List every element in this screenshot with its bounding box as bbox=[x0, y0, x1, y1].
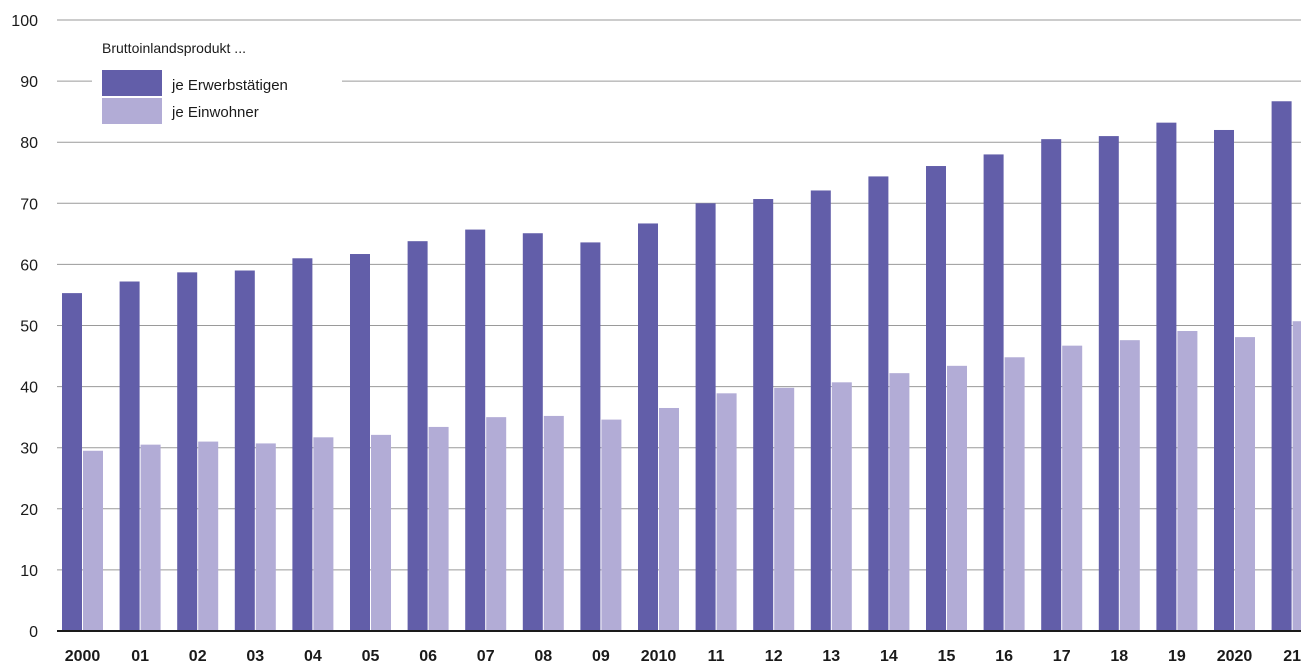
legend: Bruttoinlandsprodukt ... je Erwerbstätig… bbox=[92, 30, 342, 130]
bar-erwerbstaetigen bbox=[292, 258, 313, 631]
bar-erwerbstaetigen bbox=[119, 281, 140, 631]
x-tick-label: 2010 bbox=[641, 648, 677, 664]
y-tick-label: 10 bbox=[20, 563, 38, 580]
bar-einwohner bbox=[659, 407, 679, 631]
x-tick-label: 19 bbox=[1168, 648, 1186, 664]
bar-erwerbstaetigen bbox=[926, 166, 946, 632]
legend-swatch-erwerbstaetigen bbox=[102, 70, 162, 96]
bar-erwerbstaetigen bbox=[522, 233, 543, 631]
bar-einwohner bbox=[601, 419, 622, 631]
bar-einwohner bbox=[255, 443, 276, 631]
bar-erwerbstaetigen bbox=[983, 154, 1004, 632]
x-tick-label: 15 bbox=[938, 648, 956, 664]
x-tick-label: 16 bbox=[995, 648, 1013, 664]
bar-einwohner bbox=[889, 373, 910, 631]
bar-erwerbstaetigen bbox=[407, 241, 428, 631]
x-tick-label: 02 bbox=[189, 648, 207, 664]
bar-einwohner bbox=[831, 382, 852, 631]
x-tick-label: 12 bbox=[765, 648, 783, 664]
bar-erwerbstaetigen bbox=[1271, 101, 1292, 631]
legend-title: Bruttoinlandsprodukt ... bbox=[102, 40, 246, 56]
x-tick-label: 06 bbox=[419, 648, 437, 664]
x-tick-label: 17 bbox=[1053, 648, 1071, 664]
bar-einwohner bbox=[140, 444, 161, 631]
bar-erwerbstaetigen bbox=[810, 190, 831, 631]
bar-einwohner bbox=[1292, 321, 1301, 631]
bar-einwohner bbox=[774, 387, 795, 631]
legend-label-erwerbstaetigen: je Erwerbstätigen bbox=[171, 77, 288, 94]
legend-swatch-einwohner bbox=[102, 98, 162, 124]
bar-einwohner bbox=[1177, 330, 1198, 631]
bar-einwohner bbox=[486, 417, 507, 631]
legend-label-einwohner: je Einwohner bbox=[171, 104, 259, 121]
bar-einwohner bbox=[83, 450, 103, 631]
x-tick-label: 05 bbox=[362, 648, 380, 664]
bar-einwohner bbox=[1004, 357, 1025, 631]
bar-einwohner bbox=[543, 415, 564, 631]
bar-erwerbstaetigen bbox=[753, 199, 774, 631]
x-tick-label: 08 bbox=[534, 648, 552, 664]
y-tick-label: 20 bbox=[20, 502, 38, 519]
bar-einwohner bbox=[428, 426, 449, 631]
x-tick-label: 07 bbox=[477, 648, 495, 664]
bar-einwohner bbox=[198, 441, 219, 631]
y-tick-label: 60 bbox=[20, 257, 38, 274]
bar-einwohner bbox=[313, 437, 334, 631]
bar-erwerbstaetigen bbox=[465, 229, 486, 631]
bar-erwerbstaetigen bbox=[350, 254, 370, 631]
bar-erwerbstaetigen bbox=[695, 203, 716, 632]
bar-erwerbstaetigen bbox=[177, 272, 198, 631]
bar-erwerbstaetigen bbox=[638, 223, 658, 631]
bar-einwohner bbox=[371, 434, 391, 631]
y-tick-label: 70 bbox=[20, 196, 38, 213]
bar-einwohner bbox=[1235, 337, 1255, 631]
bar-erwerbstaetigen bbox=[1098, 136, 1119, 631]
y-tick-label: 100 bbox=[11, 13, 38, 30]
x-tick-label: 04 bbox=[304, 648, 322, 664]
bars bbox=[62, 101, 1301, 632]
bar-erwerbstaetigen bbox=[62, 293, 82, 631]
y-tick-label: 30 bbox=[20, 441, 38, 458]
y-tick-label: 0 bbox=[29, 624, 38, 641]
bar-erwerbstaetigen bbox=[868, 176, 889, 631]
x-tick-label: 18 bbox=[1110, 648, 1128, 664]
x-tick-label: 2000 bbox=[65, 648, 101, 664]
x-tick-label: 2020 bbox=[1217, 648, 1253, 664]
bar-erwerbstaetigen bbox=[1156, 122, 1177, 631]
bar-erwerbstaetigen bbox=[580, 242, 601, 632]
x-tick-label: 13 bbox=[822, 648, 840, 664]
y-tick-label: 90 bbox=[20, 74, 38, 91]
bar-einwohner bbox=[716, 393, 737, 631]
bar-erwerbstaetigen bbox=[1214, 129, 1234, 632]
bar-einwohner bbox=[947, 365, 967, 631]
bar-einwohner bbox=[1062, 345, 1083, 631]
x-axis-ticks: 2000 01 02 03 04 05 06 07 08 09 2010 11 12 13 14 15 16 17… bbox=[65, 648, 1301, 664]
bar-einwohner bbox=[1119, 340, 1140, 631]
y-tick-label: 40 bbox=[20, 380, 38, 397]
y-axis-ticks: 0 10 20 30 40 50 60 70 80 90 100 bbox=[11, 13, 38, 641]
y-tick-label: 50 bbox=[20, 319, 38, 336]
x-tick-label: 09 bbox=[592, 648, 610, 664]
x-tick-label: 01 bbox=[131, 648, 149, 664]
x-tick-label: 03 bbox=[246, 648, 264, 664]
x-tick-label: 11 bbox=[708, 648, 725, 664]
bar-erwerbstaetigen bbox=[234, 270, 255, 631]
y-tick-label: 80 bbox=[20, 135, 38, 152]
x-tick-label: 14 bbox=[880, 648, 898, 664]
bar-erwerbstaetigen bbox=[1041, 139, 1062, 631]
x-tick-label: 21 bbox=[1283, 648, 1301, 664]
